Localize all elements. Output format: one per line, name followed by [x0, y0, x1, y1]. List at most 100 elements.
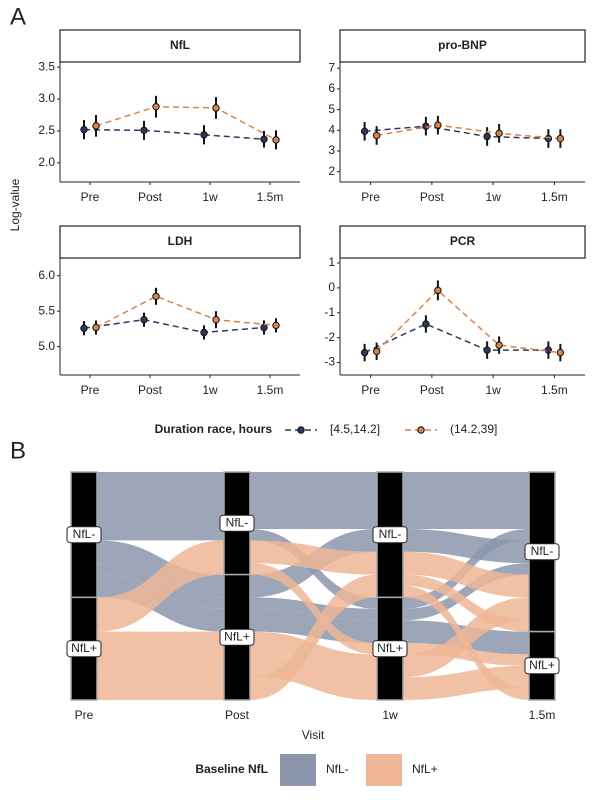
- flow: [403, 665, 529, 700]
- mean-point: [544, 134, 553, 143]
- flow: [403, 574, 529, 632]
- mean-point: [200, 328, 208, 337]
- mean-point: [260, 135, 268, 143]
- mean-point: [360, 127, 369, 136]
- stratum-label: NfL-: [531, 544, 554, 558]
- mean-point: [272, 136, 280, 144]
- x-tick-label: Post: [420, 383, 445, 397]
- x-tick-label: Pre: [361, 383, 380, 397]
- stratum-label: NfL+: [377, 641, 403, 655]
- flow: [403, 529, 529, 564]
- y-tick-label: -1: [324, 305, 335, 319]
- mean-point: [483, 132, 491, 141]
- x-tick-label: 1.5m: [541, 383, 568, 397]
- mean-line: [376, 124, 561, 140]
- flow: [250, 586, 377, 700]
- mean-point: [495, 341, 503, 349]
- mean-point: [434, 286, 442, 295]
- mean-line: [364, 125, 549, 140]
- stratum-label-box: [66, 526, 102, 544]
- y-axis-title: Log-value: [8, 178, 22, 231]
- mean-line: [364, 323, 549, 354]
- flow: [97, 563, 224, 632]
- mean-point: [483, 346, 491, 354]
- stratum-label-box: [524, 657, 560, 675]
- x-tick-label: 1w: [382, 708, 398, 722]
- legend-point: [297, 426, 305, 434]
- y-tick-label: 0: [328, 280, 335, 294]
- stratum-label: NfL-: [379, 527, 402, 541]
- x-tick-label: 1.5m: [541, 190, 568, 204]
- mean-line: [95, 295, 277, 329]
- legend-title: Baseline NfL: [195, 762, 268, 776]
- x-tick-label: Pre: [81, 190, 100, 204]
- legend-label: NfL+: [412, 762, 438, 776]
- x-axis-title: Visit: [302, 728, 325, 742]
- facet-strip: [339, 225, 586, 259]
- y-tick-label: 4: [328, 122, 335, 136]
- x-tick-label: 1w: [202, 383, 218, 397]
- flow: [97, 631, 224, 655]
- x-tick-label: Pre: [361, 190, 380, 204]
- flow: [250, 654, 377, 700]
- facet-strip: [59, 225, 301, 259]
- flow: [250, 563, 377, 655]
- stratum-label-box: [524, 543, 560, 561]
- stratum-label-box: [372, 526, 408, 544]
- mean-line: [95, 105, 277, 141]
- y-tick-label: 5.0: [38, 339, 55, 353]
- x-tick-label: 1.5m: [529, 708, 556, 722]
- flow: [97, 688, 224, 700]
- flow: [250, 574, 377, 689]
- mean-point: [212, 315, 220, 324]
- y-tick-label: 5.5: [38, 303, 55, 317]
- facet-strip: [59, 29, 301, 63]
- mean-point: [140, 315, 148, 324]
- mean-line: [83, 128, 265, 140]
- legend-swatch: [366, 754, 402, 786]
- x-tick-label: Post: [225, 708, 250, 722]
- mean-point: [422, 320, 430, 328]
- stratum-label-box: [372, 640, 408, 658]
- y-tick-label: 2.0: [38, 155, 55, 169]
- flow: [97, 472, 224, 529]
- x-tick-label: Post: [138, 383, 163, 397]
- y-tick-label: 3.5: [38, 59, 55, 73]
- y-tick-label: -3: [324, 355, 335, 369]
- mean-point: [200, 131, 208, 139]
- mean-point: [152, 102, 160, 111]
- mean-point: [372, 131, 381, 140]
- legend-label: NfL-: [326, 762, 349, 776]
- x-tick-label: Post: [138, 190, 163, 204]
- mean-point: [92, 323, 100, 332]
- stratum-label-box: [219, 514, 255, 532]
- facet-title: PCR: [450, 234, 476, 248]
- legend-point: [417, 426, 425, 434]
- flow: [403, 551, 529, 598]
- y-tick-label: -2: [324, 330, 335, 344]
- x-tick-label: 1w: [485, 383, 501, 397]
- stratum-label: NfL-: [73, 527, 96, 541]
- x-tick-label: Post: [420, 190, 445, 204]
- flow: [250, 472, 377, 529]
- y-tick-label: 6.0: [38, 268, 55, 282]
- flow: [250, 631, 377, 678]
- stratum-label-box: [219, 628, 255, 646]
- mean-point: [80, 125, 88, 134]
- stratum-label: NfL-: [226, 515, 249, 529]
- x-tick-label: 1.5m: [257, 190, 284, 204]
- panel-label: A: [10, 3, 26, 30]
- x-tick-label: 1w: [485, 190, 501, 204]
- y-tick-label: 1: [328, 255, 335, 269]
- y-tick-label: 2.5: [38, 123, 55, 137]
- mean-point: [495, 129, 503, 138]
- mean-line: [376, 289, 561, 354]
- stratum-label: NfL+: [529, 658, 555, 672]
- stratum-label-box: [66, 640, 102, 658]
- legend-swatch: [280, 754, 316, 786]
- y-tick-label: 3: [328, 143, 335, 157]
- flow: [97, 529, 224, 541]
- mean-point: [434, 121, 442, 129]
- panel-label: B: [10, 437, 26, 464]
